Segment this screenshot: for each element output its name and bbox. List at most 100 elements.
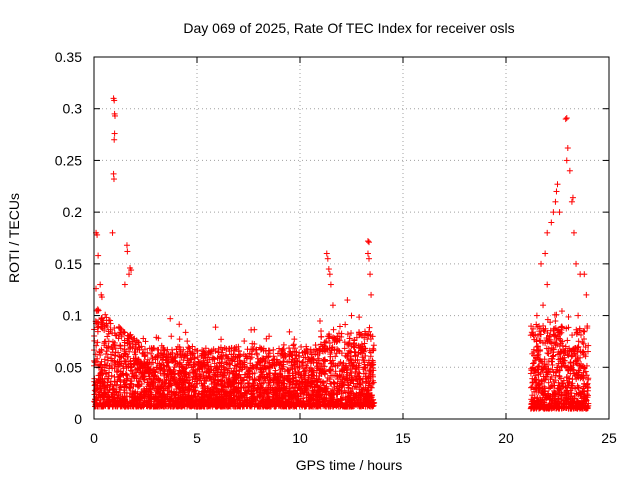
y-tick-label: 0 [74,411,82,427]
x-tick-label: 5 [193,430,201,446]
data-point [202,345,209,352]
data-point [186,359,193,366]
data-point [182,329,189,336]
data-point [369,357,376,364]
data-point [332,368,339,375]
data-point [342,389,349,396]
data-point [330,326,337,333]
data-point [101,361,108,368]
y-tick-label: 0.05 [55,359,82,375]
data-point [338,330,345,337]
data-point [248,398,255,405]
data-point [343,374,350,381]
data-point [123,371,130,378]
data-point [133,337,140,344]
data-point [332,353,339,360]
data-point [189,343,196,350]
data-point [292,355,299,362]
data-point [344,365,351,372]
x-tick-label: 15 [395,430,411,446]
data-point [278,352,285,359]
data-point [367,349,374,356]
data-point [284,366,291,373]
data-points [91,95,592,412]
chart-title: Day 069 of 2025, Rate Of TEC Index for r… [183,20,514,36]
y-axis-label: ROTI / TECUs [6,193,22,283]
data-point [115,335,122,342]
data-point [160,351,167,358]
data-point [299,395,306,402]
data-point [114,394,121,401]
data-point [327,357,334,364]
data-point [348,330,355,337]
data-point [318,328,325,335]
y-tick-label: 0.15 [55,256,82,272]
data-point [103,344,110,351]
y-tick-label: 0.3 [63,101,83,117]
data-point [91,359,98,366]
data-point [144,349,151,356]
data-point [265,360,272,367]
data-point [101,367,108,374]
data-point [128,381,135,388]
data-point [286,345,293,352]
data-point [362,379,369,386]
data-point [263,335,270,342]
data-point [285,373,292,380]
data-point [194,347,201,354]
data-point [124,375,131,382]
data-point [356,360,363,367]
data-point [159,356,166,363]
data-point [292,368,299,375]
y-tick-label: 0.1 [63,308,83,324]
data-point [130,361,137,368]
y-tick-label: 0.25 [55,152,82,168]
data-point [111,352,118,359]
data-point [264,354,271,361]
data-point [231,358,238,365]
data-point [176,336,183,343]
data-point [163,351,170,358]
data-point [185,344,192,351]
data-point [111,339,118,346]
data-point [294,358,301,365]
data-point [184,338,191,345]
data-point [345,357,352,364]
data-point [105,328,112,335]
data-point [117,354,124,361]
data-point [324,345,331,352]
data-point [109,386,116,393]
data-point [116,386,123,393]
data-point [326,340,333,347]
data-point [138,363,145,370]
data-point [221,378,228,385]
data-point [272,367,279,374]
data-point [290,341,297,348]
data-point [191,355,198,362]
data-point [253,390,260,397]
data-point [112,332,119,339]
data-point [265,353,272,360]
data-point [224,354,231,361]
data-point [271,356,278,363]
data-point [165,364,172,371]
data-point [241,338,248,345]
data-point [204,359,211,366]
data-point [243,364,250,371]
data-point [270,346,277,353]
data-point [353,334,360,341]
data-point [217,360,224,367]
data-point [153,334,160,341]
data-point [148,350,155,357]
data-point [274,350,281,357]
x-tick-label: 10 [292,430,308,446]
data-point [362,365,369,372]
data-point [362,352,369,359]
data-point [299,359,306,366]
data-point [165,391,172,398]
data-point [127,390,134,397]
data-point [330,379,337,386]
data-point [105,338,112,345]
data-point [291,336,298,343]
